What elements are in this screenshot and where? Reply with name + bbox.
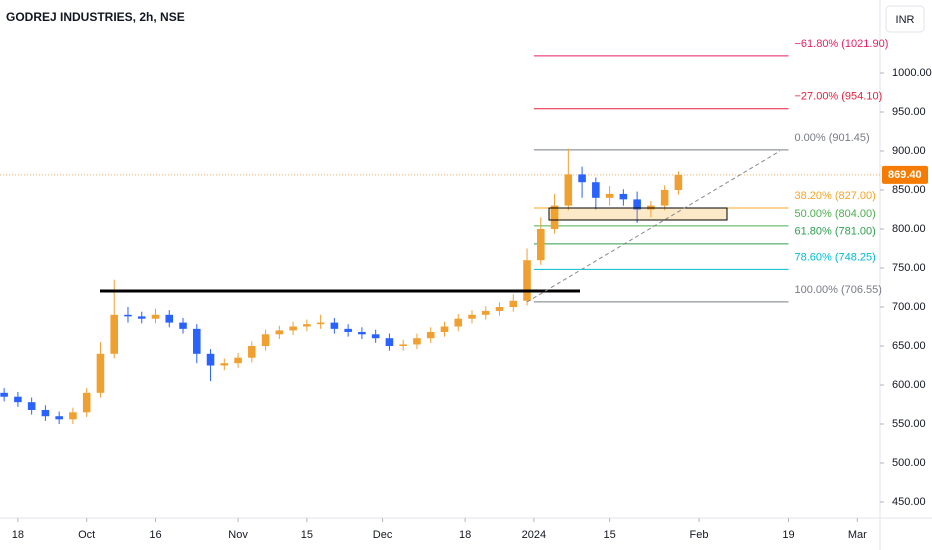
fib-label: 78.60% (748.25) xyxy=(794,251,875,263)
candle-body xyxy=(69,412,77,420)
candle-body xyxy=(674,174,683,191)
candle-body xyxy=(192,328,201,354)
currency-label[interactable]: INR xyxy=(896,14,915,26)
candle-body xyxy=(385,338,394,347)
y-tick-label: 450.00 xyxy=(892,496,926,508)
candle-body xyxy=(55,416,63,420)
x-tick-label: 2024 xyxy=(522,529,546,541)
x-tick-label: Oct xyxy=(78,529,95,541)
support-zone xyxy=(548,207,728,221)
candle-body xyxy=(399,344,407,347)
x-tick-label: 16 xyxy=(149,529,161,541)
x-tick-label: Feb xyxy=(690,529,709,541)
candle-body xyxy=(578,174,586,183)
y-tick-label: 850.00 xyxy=(892,184,926,196)
candle-body xyxy=(41,409,50,417)
candle-body xyxy=(619,193,628,200)
candle-body xyxy=(605,193,614,198)
candle-body xyxy=(137,316,146,319)
fib-label: 61.80% (781.00) xyxy=(794,226,875,238)
fib-label: −27.00% (954.10) xyxy=(794,91,882,103)
candle-body xyxy=(303,324,311,327)
candle-body xyxy=(110,314,118,354)
x-tick-label: 18 xyxy=(12,529,24,541)
candle-body xyxy=(206,353,215,366)
candle-body xyxy=(358,331,366,335)
y-tick-label: 950.00 xyxy=(892,106,926,118)
candle-body xyxy=(27,402,36,410)
plot-area: −61.80% (1021.90) −27.00% (954.10) 0.00% (… xyxy=(0,38,888,425)
candle-body xyxy=(248,346,256,358)
candle-body xyxy=(537,229,545,261)
y-tick-label: 800.00 xyxy=(892,223,926,235)
candle-body xyxy=(440,326,449,332)
candle-body xyxy=(523,260,531,301)
candle-body xyxy=(275,330,284,335)
candle-body xyxy=(234,357,242,364)
candle-body xyxy=(261,334,270,347)
candle-body xyxy=(82,392,91,413)
candle-body xyxy=(426,331,435,339)
fib-label: 100.00% (706.55) xyxy=(794,284,881,296)
last-price-badge xyxy=(882,165,928,184)
candle-body xyxy=(454,318,463,327)
currency-button[interactable] xyxy=(885,5,925,33)
x-tick-label: 15 xyxy=(301,529,313,541)
y-tick-label: 900.00 xyxy=(892,145,926,157)
y-tick-label: 1000.00 xyxy=(892,67,932,79)
candle-body xyxy=(179,322,187,329)
trend-line xyxy=(526,150,781,303)
x-tick-label: 15 xyxy=(603,529,615,541)
candle-body xyxy=(289,326,297,331)
candle-body xyxy=(481,310,490,315)
x-tick-label: Mar xyxy=(848,529,867,541)
y-tick-label: 600.00 xyxy=(892,379,926,391)
fib-label: −61.80% (1021.90) xyxy=(794,38,888,50)
candle-body xyxy=(344,328,352,332)
x-tick-label: 18 xyxy=(459,529,471,541)
fib-label: 50.00% (804.00) xyxy=(794,208,875,220)
candle-body xyxy=(633,199,641,210)
candle-body xyxy=(330,322,339,329)
candle-body xyxy=(0,392,8,397)
candle-body xyxy=(124,314,132,317)
candle-body xyxy=(165,314,174,323)
candle-body xyxy=(550,205,559,230)
candle-body xyxy=(316,322,325,325)
candle-body xyxy=(14,396,22,403)
candle-body xyxy=(592,182,600,198)
candle-body xyxy=(96,353,105,393)
x-tick-label: 19 xyxy=(782,529,794,541)
candle-body xyxy=(468,314,476,319)
candle-body xyxy=(371,334,380,339)
x-tick-label: Dec xyxy=(373,529,393,541)
y-tick-label: 650.00 xyxy=(892,340,926,352)
candle-body xyxy=(660,190,669,206)
candle-body xyxy=(220,363,229,366)
candle-body xyxy=(509,300,518,308)
y-tick-label: 500.00 xyxy=(892,457,926,469)
y-tick-label: 700.00 xyxy=(892,301,926,313)
chart-title: GODREJ INDUSTRIES, 2h, NSE xyxy=(6,10,185,24)
last-price-label: 869.40 xyxy=(888,169,922,181)
candle-body xyxy=(495,307,504,311)
y-tick-label: 750.00 xyxy=(892,262,926,274)
candle-body xyxy=(151,314,160,319)
fib-label: 0.00% (901.45) xyxy=(794,132,869,144)
fib-label: 38.20% (827.00) xyxy=(794,190,875,202)
candle-body xyxy=(413,338,421,345)
candle-body xyxy=(564,174,573,206)
y-tick-label: 550.00 xyxy=(892,418,926,430)
x-tick-label: Nov xyxy=(228,529,248,541)
